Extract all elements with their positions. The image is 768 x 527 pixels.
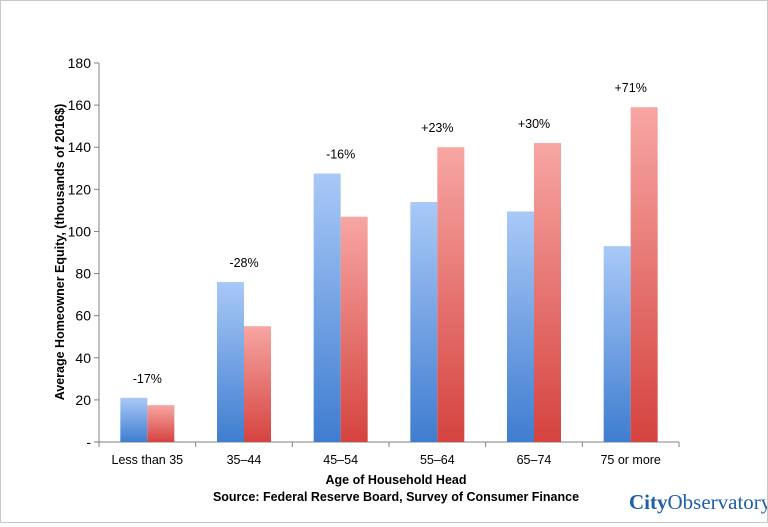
y-tick-label: 160: [68, 97, 92, 113]
change-annotation: +71%: [615, 81, 647, 95]
bar-series-1: [313, 173, 341, 442]
y-tick-label: 120: [68, 181, 92, 197]
logo-observatory: Observatory: [668, 490, 768, 514]
logo-city: City: [629, 490, 668, 514]
change-annotation: -16%: [326, 148, 355, 162]
y-tick-label: 100: [68, 223, 92, 239]
source-note: Source: Federal Reserve Board, Survey of…: [213, 490, 579, 504]
y-tick-label: 140: [68, 139, 92, 155]
bar-series-1: [120, 397, 148, 442]
y-tick-label: 60: [75, 308, 91, 324]
change-annotation: +23%: [421, 121, 453, 135]
bar-series-1: [410, 201, 438, 442]
axes: - 20 40 60 80 100 120 140 160 180: [68, 55, 680, 450]
x-tick-label: Less than 35: [112, 453, 184, 467]
y-tick-label: 20: [75, 392, 91, 408]
bar-series-2: [534, 143, 561, 442]
y-axis-title: Average Homeowner Equity, (thousands of …: [53, 104, 67, 401]
labels: -17% Less than 35 -28% 35–44 -16% 45–54 +23% 55…: [112, 81, 661, 467]
change-annotation: -17%: [133, 372, 162, 386]
bars: [120, 107, 658, 442]
change-annotation: -28%: [229, 256, 258, 270]
y-tick-label: 40: [75, 350, 91, 366]
bar-series-2: [630, 107, 658, 442]
city-observatory-logo: CityObservatory: [629, 490, 768, 514]
change-annotation: +30%: [518, 117, 550, 131]
x-tick-label: 45–54: [323, 453, 358, 467]
bar-series-1: [217, 281, 244, 442]
bar-series-1: [603, 246, 631, 442]
svg-text:CityObservatory: CityObservatory: [629, 490, 767, 514]
bar-series-2: [340, 216, 368, 442]
x-axis-title: Age of Household Head: [326, 473, 467, 487]
x-tick-label: 65–74: [517, 453, 552, 467]
bar-series-1: [507, 211, 534, 442]
y-tick-label: -: [86, 434, 91, 450]
x-tick-label: 35–44: [227, 453, 262, 467]
y-tick-label: 80: [75, 266, 91, 282]
x-tick-label: 75 or more: [600, 453, 660, 467]
x-tick-label: 55–64: [420, 453, 455, 467]
y-tick-label: 180: [68, 55, 92, 71]
bar-series-2: [147, 405, 175, 442]
bar-series-2: [244, 326, 271, 442]
bar-series-2: [437, 147, 465, 442]
